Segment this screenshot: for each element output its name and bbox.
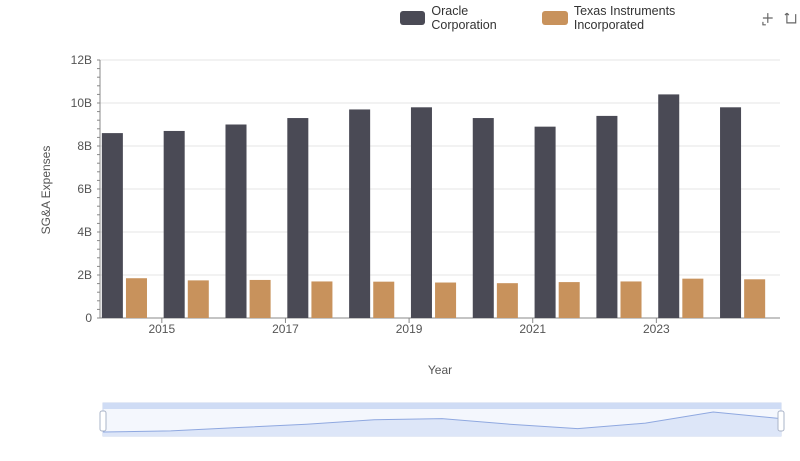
- x-tick-label: 2021: [519, 322, 546, 336]
- y-tick-label: 12B: [71, 53, 92, 67]
- x-axis: 2015 2017 2019 2021 2023: [100, 317, 780, 336]
- y-tick-label: 2B: [77, 268, 92, 282]
- y-tick-label: 4B: [77, 225, 92, 239]
- bar-oracle[interactable]: [101, 133, 123, 318]
- y-tick-label: 8B: [77, 139, 92, 153]
- grid-lines: [100, 59, 780, 319]
- x-tick-label: 2015: [148, 322, 175, 336]
- slider-area: [103, 412, 781, 436]
- legend: Oracle Corporation Texas Instruments Inc…: [400, 4, 800, 32]
- bar-texas-instruments[interactable]: [620, 281, 642, 318]
- legend-item-ti[interactable]: Texas Instruments Incorporated: [542, 4, 744, 32]
- bars: [101, 94, 766, 319]
- bar-oracle[interactable]: [163, 130, 185, 318]
- y-tick-label: 10B: [71, 96, 92, 110]
- restore-icon[interactable]: [782, 9, 800, 27]
- legend-label-oracle: Oracle Corporation: [431, 4, 497, 32]
- bar-texas-instruments[interactable]: [744, 279, 766, 318]
- bar-texas-instruments[interactable]: [496, 283, 518, 318]
- slider-handle-left[interactable]: [99, 410, 107, 432]
- x-tick-label: 2019: [396, 322, 423, 336]
- y-tick-label: 0: [85, 311, 92, 325]
- zoom-icon[interactable]: [759, 9, 777, 27]
- y-axis-title: SG&A Expenses: [39, 146, 53, 235]
- bar-texas-instruments[interactable]: [187, 280, 209, 318]
- bar-oracle[interactable]: [410, 107, 432, 318]
- y-axis: 0 2B 4B 6B 8B 10B 12B: [71, 53, 101, 325]
- bar-texas-instruments[interactable]: [373, 281, 395, 318]
- bar-oracle[interactable]: [472, 118, 494, 318]
- bar-oracle[interactable]: [596, 115, 618, 319]
- slider-top-bar[interactable]: [103, 403, 781, 409]
- bar-texas-instruments[interactable]: [558, 282, 580, 318]
- bar-oracle[interactable]: [534, 126, 556, 319]
- slider-line: [102, 411, 782, 433]
- slider-handle-right[interactable]: [777, 410, 785, 432]
- x-axis-title: Year: [428, 363, 452, 377]
- bar-oracle[interactable]: [720, 107, 742, 318]
- bar-texas-instruments[interactable]: [435, 282, 457, 318]
- bar-oracle[interactable]: [658, 94, 680, 319]
- legend-item-oracle[interactable]: Oracle Corporation: [400, 4, 534, 32]
- bar-oracle[interactable]: [225, 124, 247, 319]
- bar-oracle[interactable]: [287, 118, 309, 318]
- x-tick-label: 2023: [643, 322, 670, 336]
- bar-texas-instruments[interactable]: [311, 281, 333, 318]
- legend-label-ti: Texas Instruments Incorporated: [573, 4, 676, 32]
- legend-swatch-ti: [542, 11, 568, 25]
- legend-swatch-oracle: [400, 11, 426, 25]
- bar-texas-instruments[interactable]: [125, 278, 147, 318]
- bar-texas-instruments[interactable]: [249, 279, 271, 318]
- bar-texas-instruments[interactable]: [682, 278, 704, 318]
- data-zoom-slider[interactable]: [99, 402, 785, 437]
- x-tick-label: 2017: [272, 322, 299, 336]
- bar-oracle[interactable]: [349, 109, 371, 318]
- y-tick-label: 6B: [77, 182, 92, 196]
